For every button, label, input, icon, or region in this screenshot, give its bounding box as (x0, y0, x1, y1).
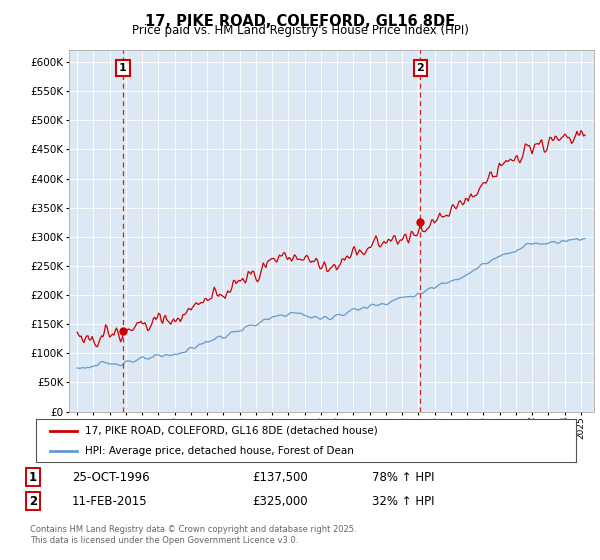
Text: 11-FEB-2015: 11-FEB-2015 (72, 494, 148, 508)
Text: Price paid vs. HM Land Registry's House Price Index (HPI): Price paid vs. HM Land Registry's House … (131, 24, 469, 37)
Text: HPI: Average price, detached house, Forest of Dean: HPI: Average price, detached house, Fore… (85, 446, 353, 456)
Text: Contains HM Land Registry data © Crown copyright and database right 2025.
This d: Contains HM Land Registry data © Crown c… (30, 525, 356, 545)
Text: 78% ↑ HPI: 78% ↑ HPI (372, 470, 434, 484)
Text: 17, PIKE ROAD, COLEFORD, GL16 8DE (detached house): 17, PIKE ROAD, COLEFORD, GL16 8DE (detac… (85, 426, 377, 436)
Text: 2: 2 (29, 494, 37, 508)
Text: £325,000: £325,000 (252, 494, 308, 508)
Text: £137,500: £137,500 (252, 470, 308, 484)
Text: 1: 1 (29, 470, 37, 484)
Text: 17, PIKE ROAD, COLEFORD, GL16 8DE: 17, PIKE ROAD, COLEFORD, GL16 8DE (145, 14, 455, 29)
Text: 25-OCT-1996: 25-OCT-1996 (72, 470, 149, 484)
Text: 1: 1 (119, 63, 127, 73)
Text: 2: 2 (416, 63, 424, 73)
Text: 32% ↑ HPI: 32% ↑ HPI (372, 494, 434, 508)
